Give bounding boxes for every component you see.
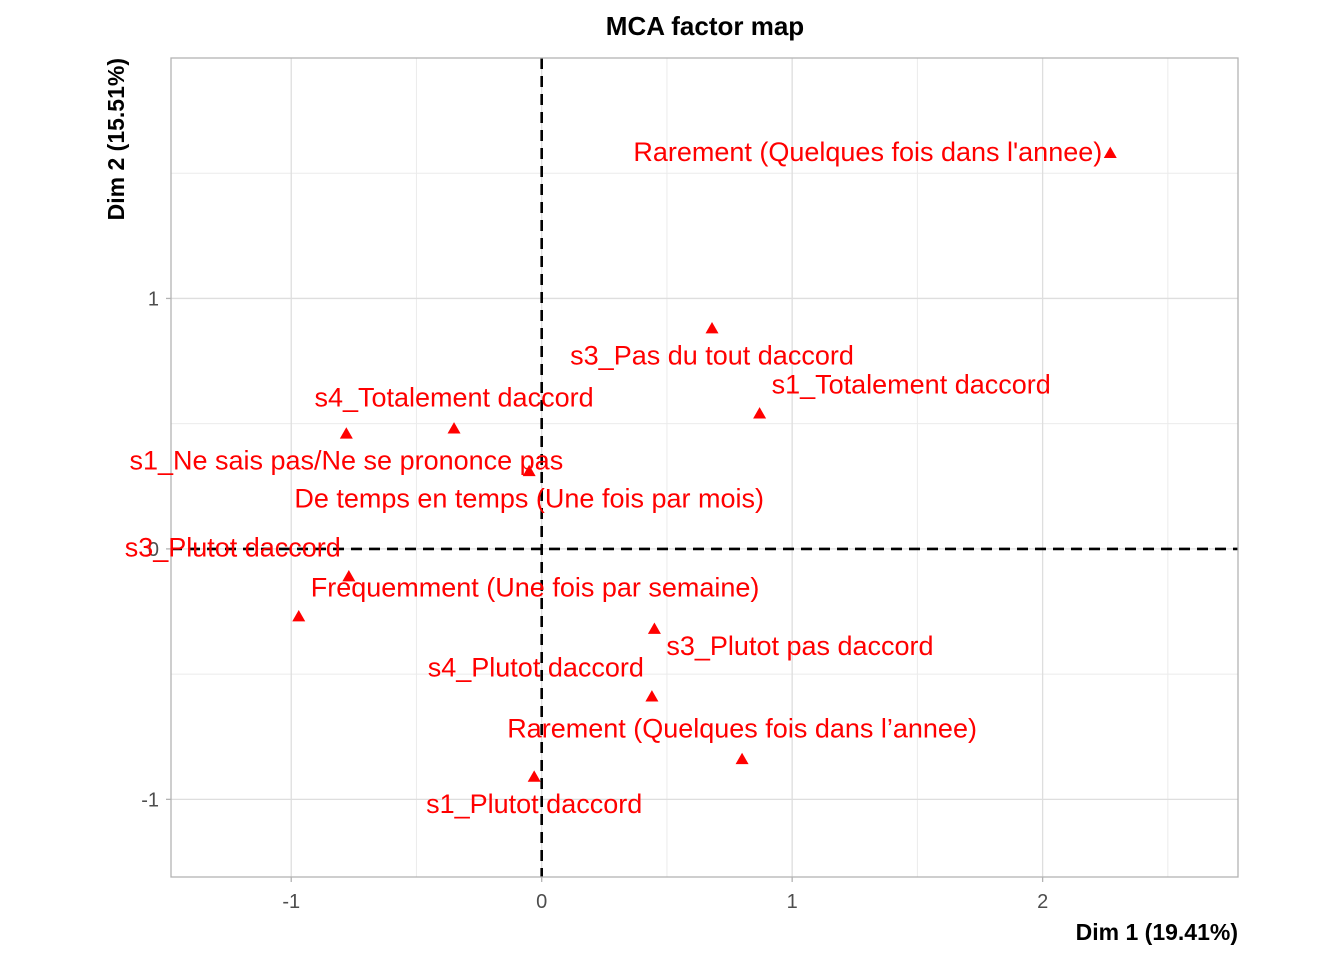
data-point-marker (447, 422, 461, 434)
data-point-marker (1103, 146, 1117, 159)
data-point-label: s1_Ne sais pas/Ne se prononce pas (129, 446, 563, 476)
y-axis-title: Dim 2 (15.51%) (103, 58, 129, 220)
data-point-label: Rarement (Quelques fois dans l'annee) (633, 137, 1102, 167)
data-point-label: s3_Plutot pas daccord (666, 631, 933, 661)
y-tick-label: 0 (148, 539, 159, 561)
data-point-label: s4_Plutot daccord (428, 653, 644, 683)
x-tick-label: 0 (536, 891, 547, 913)
data-point-marker (342, 569, 356, 582)
data-point-label: De temps en temps (Une fois par mois) (294, 483, 764, 513)
data-point-marker (339, 427, 353, 439)
data-point-marker (735, 752, 749, 765)
axis-ticks: -1 0 1 2 -1 0 1 (141, 288, 1048, 913)
y-tick-label: 1 (148, 288, 159, 310)
data-point-marker (522, 464, 536, 477)
data-point-marker (527, 770, 541, 782)
panel-border (170, 57, 1239, 878)
plot-panel (170, 57, 1239, 878)
y-tick-label: -1 (141, 789, 159, 811)
chart-title: MCA factor map (606, 11, 804, 41)
x-tick-label: -1 (282, 891, 300, 913)
x-axis-title: Dim 1 (19.41%) (1076, 919, 1238, 945)
data-point-label: Frequemment (Une fois par semaine) (311, 573, 760, 603)
x-tick-label: 2 (1037, 891, 1048, 913)
data-point-label: Rarement (Quelques fois dans l’annee) (507, 713, 977, 743)
data-point-label: s3_Pas du tout daccord (570, 340, 854, 370)
data-points: Rarement (Quelques fois dans l'annee) s3_… (125, 137, 1117, 819)
data-point-label: s3_Plutot daccord (125, 532, 341, 562)
data-point-marker (705, 321, 719, 334)
data-point-label: s1_Totalement daccord (772, 370, 1051, 400)
data-point-marker (753, 407, 767, 419)
data-point-marker (292, 610, 306, 622)
data-point-label: s4_Totalement daccord (314, 383, 593, 413)
x-tick-label: 1 (787, 891, 798, 913)
data-point-marker (645, 690, 659, 702)
data-point-marker (647, 622, 661, 634)
data-point-label: s1_Plutot daccord (426, 789, 642, 819)
